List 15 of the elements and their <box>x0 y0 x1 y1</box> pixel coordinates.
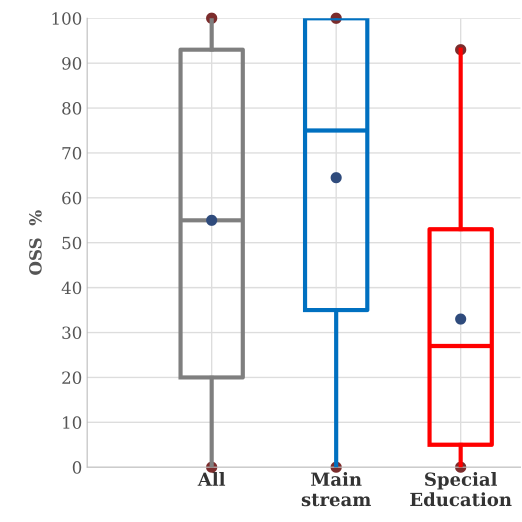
y-tick-label: 90 <box>62 57 82 70</box>
y-axis-title: OSS % <box>29 210 42 275</box>
x-tick-label: Special Education <box>410 472 512 506</box>
y-tick-label: 20 <box>62 371 82 384</box>
y-tick-label: 80 <box>62 102 82 115</box>
y-tick-label: 50 <box>62 236 82 250</box>
x-tick-label: Main stream <box>302 472 371 506</box>
y-tick-label: 30 <box>62 326 82 340</box>
y-tick-label: 40 <box>62 282 82 294</box>
y-tick-label: 0 <box>72 461 82 474</box>
x-tick-label: All <box>198 472 226 486</box>
y-tick-label: 10 <box>63 416 82 429</box>
y-tick-label: 100 <box>52 12 82 25</box>
y-tick-label: 70 <box>62 146 82 160</box>
y-tick-label: 60 <box>62 192 82 204</box>
